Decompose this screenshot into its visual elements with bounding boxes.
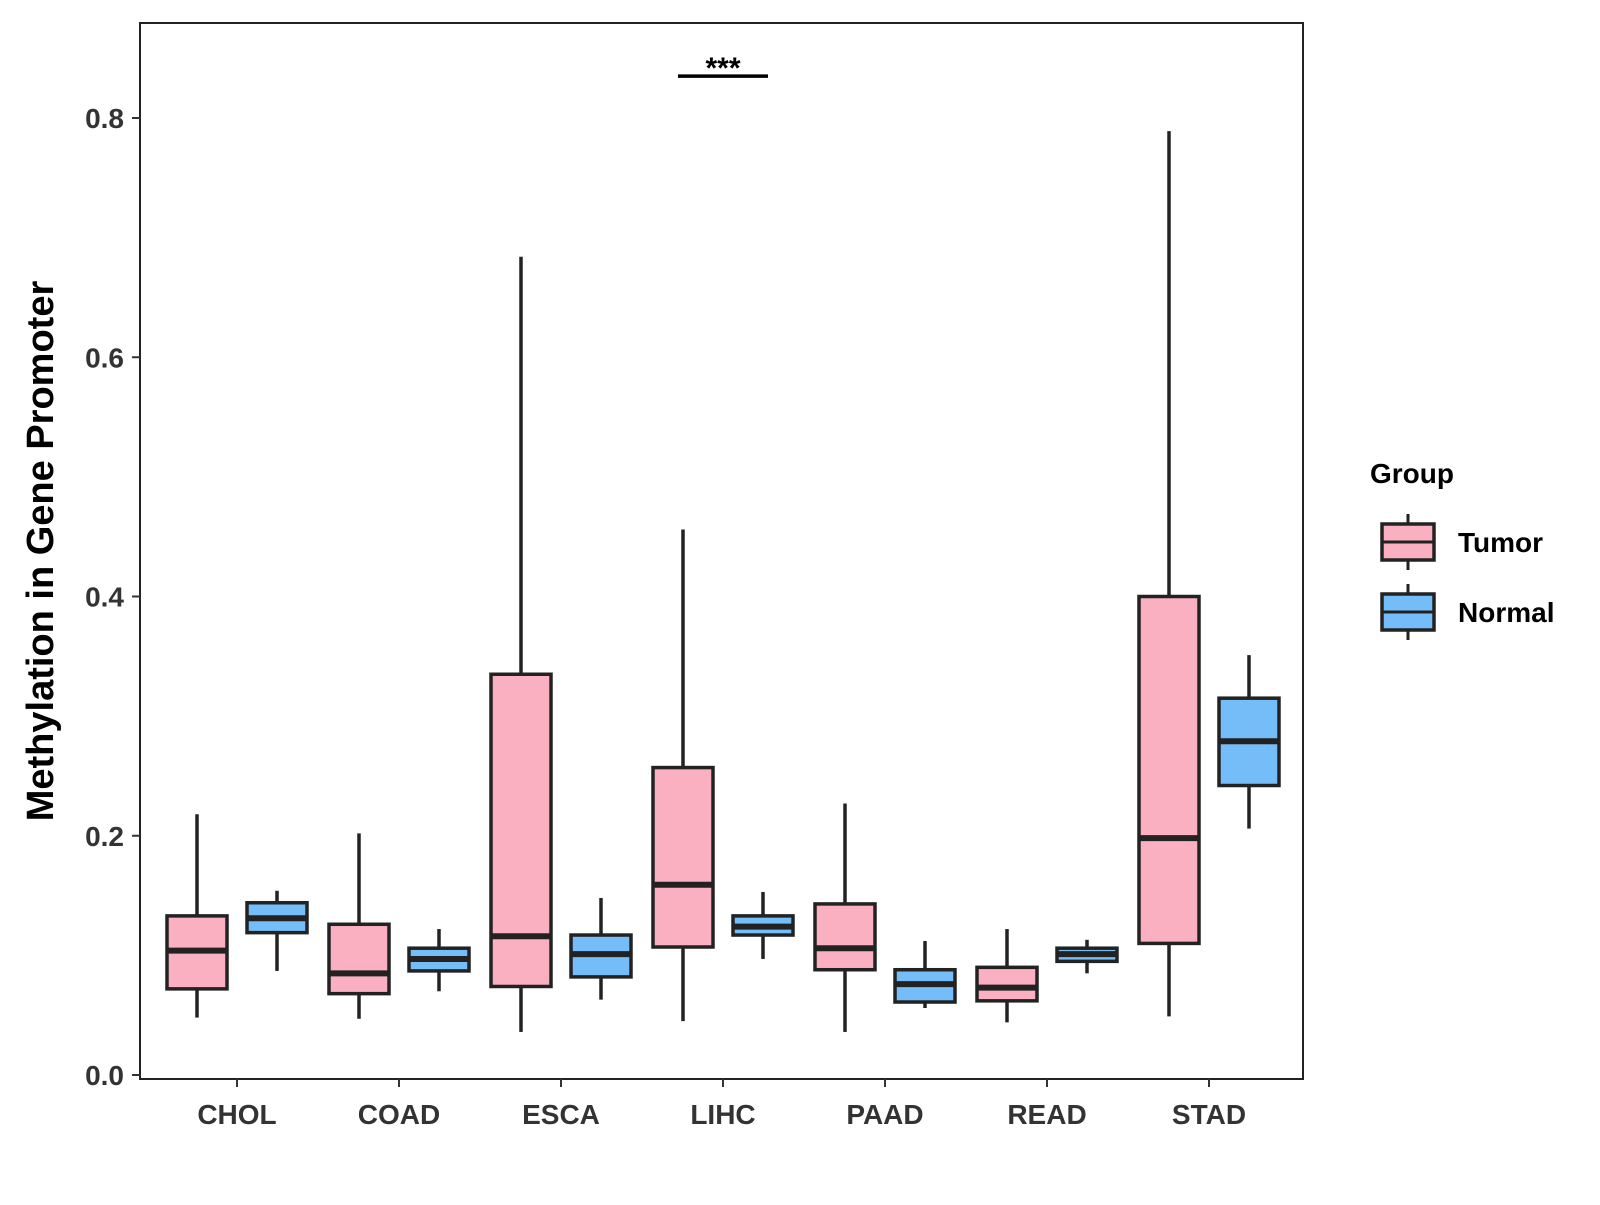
y-tick-label: 0.2 — [85, 821, 124, 852]
box-normal-coad — [407, 929, 471, 992]
box-tumor-esca — [489, 256, 553, 1032]
legend-title: Group — [1370, 458, 1454, 489]
box-body — [813, 902, 877, 972]
box-tumor-coad — [327, 833, 391, 1019]
x-tick-label: CHOL — [197, 1099, 276, 1130]
x-tick-label: PAAD — [846, 1099, 923, 1130]
box-normal-paad — [893, 941, 957, 1009]
annotation-layer: *** — [678, 52, 768, 85]
x-tick-label: LIHC — [690, 1099, 755, 1130]
box-tumor-paad — [813, 803, 877, 1032]
box-normal-lihc — [731, 891, 795, 959]
ticks-layer: 0.0 0.2 0.4 0.6 0.8 CHOL COAD ESCA LIHC PAAD READ S… — [85, 103, 1246, 1130]
x-tick-label: COAD — [358, 1099, 440, 1130]
legend-label: Normal — [1458, 597, 1554, 628]
box-body — [975, 965, 1039, 1003]
box-normal-chol — [245, 890, 309, 971]
x-tick-label: STAD — [1172, 1099, 1246, 1130]
legend-label: Tumor — [1458, 527, 1543, 558]
x-tick-label: ESCA — [522, 1099, 600, 1130]
legend-entry-normal: Normal — [1380, 584, 1554, 640]
box-body — [651, 765, 715, 949]
box-tumor-lihc — [651, 529, 715, 1022]
significance-label: *** — [705, 52, 740, 85]
boxes-layer — [165, 131, 1281, 1032]
x-tick-label: READ — [1007, 1099, 1086, 1130]
box-tumor-chol — [165, 814, 229, 1018]
legend: Group Tumor Normal — [1370, 458, 1554, 640]
box-body — [489, 672, 553, 989]
plot-panel — [139, 22, 1304, 1080]
box-body — [327, 922, 391, 996]
y-tick-label: 0.6 — [85, 342, 124, 373]
y-tick-label: 0.4 — [85, 582, 124, 613]
box-body — [1137, 594, 1201, 946]
box-normal-stad — [1217, 655, 1281, 829]
legend-entry-tumor: Tumor — [1380, 514, 1543, 570]
y-tick-label: 0.0 — [85, 1060, 124, 1091]
y-tick-label: 0.8 — [85, 103, 124, 134]
y-axis-title: Methylation in Gene Promoter — [20, 281, 62, 822]
box-normal-esca — [569, 897, 633, 1000]
box-tumor-stad — [1137, 131, 1201, 1017]
box-normal-read — [1055, 939, 1119, 974]
box-tumor-read — [975, 929, 1039, 1023]
